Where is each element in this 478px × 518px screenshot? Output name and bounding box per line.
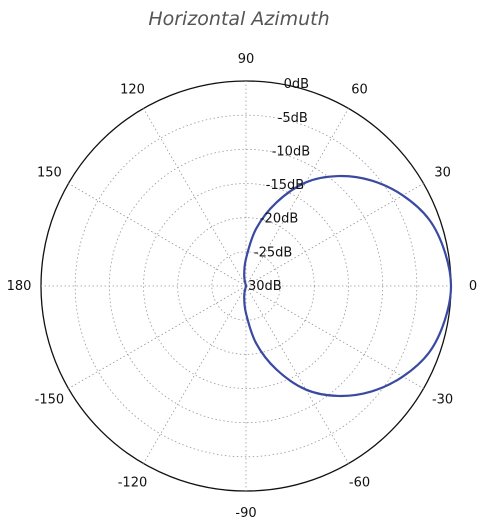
- grid-spoke: [245, 183, 424, 287]
- radial-tick-label: -25dB: [254, 245, 292, 260]
- angle-tick-label: 90: [238, 52, 255, 67]
- angle-tick-label: 30: [434, 166, 451, 181]
- angle-tick-label: -150: [35, 393, 65, 408]
- angle-tick-label: 60: [351, 82, 368, 97]
- grid-circle: [143, 183, 349, 389]
- grid-circle: [74, 114, 418, 458]
- radial-tick-label: -10dB: [272, 144, 310, 159]
- radial-tick-label: 0dB: [284, 77, 309, 92]
- labels: 0 30 60 90 120 150 180 -150 -120 -90 -60 -30 0dB -5dB…: [7, 52, 478, 518]
- grid-spoke: [68, 183, 247, 287]
- grid-spoke: [143, 285, 247, 464]
- angle-tick-label: 180: [7, 279, 32, 294]
- radial-tick-label: -5dB: [278, 111, 308, 126]
- angle-tick-label: -60: [349, 476, 370, 491]
- grid-spoke: [245, 285, 349, 464]
- angle-tick-label: 0: [469, 279, 477, 294]
- grid-spoke: [143, 108, 247, 287]
- angle-tick-label: 120: [120, 82, 145, 97]
- grid-circle: [211, 251, 281, 321]
- grid-spoke: [68, 285, 247, 389]
- radial-tick-label: -15dB: [266, 178, 304, 193]
- chart-title: Horizontal Azimuth: [148, 8, 330, 30]
- grid-spoke: [245, 285, 424, 389]
- series-layer: [243, 174, 453, 398]
- angle-tick-label: -30: [432, 393, 453, 408]
- series-line: [243, 174, 453, 398]
- angle-tick-label: 150: [37, 166, 62, 181]
- angle-tick-label: -90: [235, 506, 256, 518]
- radial-tick-label: -20dB: [260, 212, 298, 227]
- radial-tick-label: 30dB: [248, 279, 282, 294]
- angle-tick-label: -120: [118, 476, 148, 491]
